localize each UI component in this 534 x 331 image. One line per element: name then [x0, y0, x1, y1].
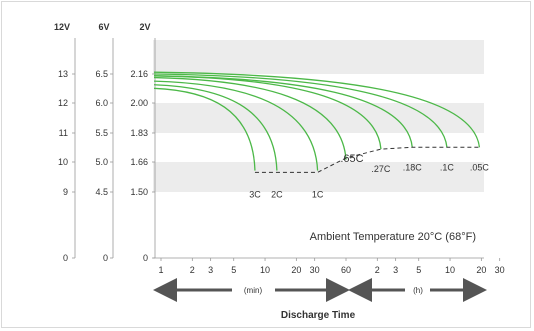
y-tick-label: 13	[58, 69, 68, 79]
y-tick-label: 4.5	[95, 187, 108, 197]
y-tick-label: 5.0	[95, 157, 108, 167]
x-axis-title: Discharge Time	[281, 310, 356, 321]
y-tick-label: 6.5	[95, 69, 108, 79]
y-tick-label: 6.0	[95, 98, 108, 108]
x-tick-label: 5	[416, 265, 421, 275]
curve-labels: 3C 2C 1C .65C .27C .18C .1C .05C	[249, 153, 489, 200]
y-axis-header: 12V	[54, 22, 70, 32]
discharge-curves	[153, 71, 481, 173]
y-tick-label: 12	[58, 98, 68, 108]
cutoff-voltage-line	[254, 146, 480, 173]
curve-label: .18C	[403, 162, 423, 172]
curve-label: 1C	[312, 190, 324, 200]
x-tick-label: 10	[445, 265, 455, 275]
x-tick-label: 2	[190, 265, 195, 275]
x-tick-label: 3	[208, 265, 213, 275]
x-tick-label: 20	[476, 265, 486, 275]
x-axis: 1 2 3 5 10 20 30 60 2 3 5 10 20 30	[153, 257, 505, 275]
hour-range-label: (h)	[413, 286, 423, 295]
discharge-curve	[153, 87, 256, 171]
curve-label: .1C	[440, 162, 455, 172]
y-axis-header: 2V	[139, 22, 150, 32]
y-tick-label: 0	[103, 253, 108, 263]
curve-label: 2C	[271, 190, 283, 200]
y-tick-label: 0	[63, 253, 68, 263]
y-tick-label: 2.16	[130, 69, 148, 79]
discharge-curve	[153, 71, 481, 148]
x-tick-label: 1	[158, 265, 163, 275]
y-tick-label: 0	[143, 253, 148, 263]
discharge-curve	[153, 84, 278, 171]
plot-background	[153, 40, 484, 258]
plot-bands	[153, 40, 484, 258]
y-tick-label: 1.50	[130, 187, 148, 197]
curve-label: .05C	[470, 162, 490, 172]
x-tick-label: 3	[393, 265, 398, 275]
y-tick-label: 2.00	[130, 98, 148, 108]
x-tick-label: 5	[231, 265, 236, 275]
y-tick-label: 5.5	[95, 128, 108, 138]
grid-band	[153, 103, 484, 133]
y-tick-label: 1.83	[130, 128, 148, 138]
y-tick-label: 9	[63, 187, 68, 197]
x-tick-label: 10	[260, 265, 270, 275]
time-range-arrows: (min) (h)	[153, 278, 487, 302]
x-tick-label: 30	[495, 265, 505, 275]
curve-label: .27C	[371, 164, 391, 174]
y-axes: 12V 13 12 11 10 9 0 6V 6.5 6.0 5.5 5.0 4.5 0 2V 2.16 2.0…	[54, 22, 156, 263]
min-range-label: (min)	[244, 286, 263, 295]
grid-band	[153, 162, 484, 192]
discharge-curve	[153, 75, 413, 148]
x-tick-label: 20	[291, 265, 301, 275]
y-axis-header: 6V	[98, 22, 109, 32]
discharge-curve	[153, 80, 319, 171]
x-tick-label: 60	[341, 265, 351, 275]
curve-label: .65C	[340, 153, 363, 165]
x-tick-label: 30	[310, 265, 320, 275]
ambient-temperature-note: Ambient Temperature 20°C (68°F)	[310, 231, 476, 243]
discharge-curve	[153, 73, 448, 148]
curve-label: 3C	[249, 190, 261, 200]
discharge-curve	[153, 76, 347, 160]
x-tick-label: 2	[375, 265, 380, 275]
y-tick-label: 11	[59, 128, 68, 138]
grid-band	[153, 40, 484, 74]
y-tick-label: 1.66	[130, 157, 148, 167]
y-tick-label: 10	[58, 157, 68, 167]
